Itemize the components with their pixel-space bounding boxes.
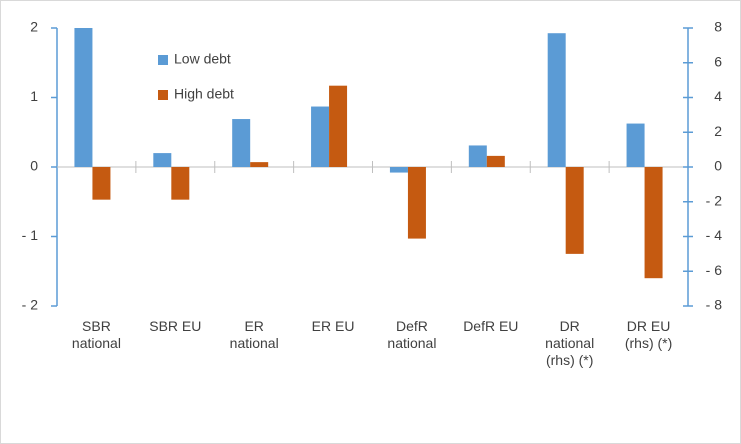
bar <box>232 119 251 167</box>
bar <box>329 85 348 167</box>
bar <box>626 123 645 167</box>
bar <box>92 167 111 200</box>
legend-swatch <box>158 55 168 65</box>
bar <box>644 167 663 279</box>
bar <box>565 167 584 254</box>
y2-tick-label: 6 <box>714 53 722 69</box>
y2-tick-label: 0 <box>714 158 722 174</box>
y-tick-label: - 2 <box>22 297 39 313</box>
x-tick-label: ER national <box>229 318 279 351</box>
y-tick-label: 2 <box>30 19 38 35</box>
y2-tick-label: - 8 <box>706 297 723 313</box>
bar <box>153 153 172 167</box>
bar <box>486 155 505 167</box>
y-tick-label: - 1 <box>22 227 39 243</box>
x-tick-label: DR EU (rhs) (*) <box>624 318 673 351</box>
y2-tick-label: - 4 <box>706 227 723 243</box>
legend-label: Low debt <box>174 51 231 67</box>
bar <box>311 106 330 167</box>
x-tick-label: DefR national <box>387 318 437 351</box>
bar <box>468 145 487 167</box>
x-tick-label: SBR national <box>71 318 121 351</box>
y-tick-label: 1 <box>30 88 38 104</box>
legend-label: High debt <box>174 86 234 102</box>
x-tick-label: DR national (rhs) (*) <box>545 318 595 368</box>
y2-tick-label: - 2 <box>706 192 723 208</box>
bar <box>171 167 190 200</box>
y2-tick-label: 4 <box>714 88 722 104</box>
bar <box>547 33 566 168</box>
x-tick-label: ER EU <box>311 318 355 334</box>
y2-tick-label: - 6 <box>706 262 723 278</box>
bar <box>389 167 408 173</box>
y2-tick-label: 8 <box>714 19 722 35</box>
legend-swatch <box>158 90 168 100</box>
y2-tick-label: 2 <box>714 123 722 139</box>
bar <box>250 162 269 167</box>
x-tick-label: DefR EU <box>463 318 519 334</box>
bar <box>407 167 426 239</box>
x-tick-label: SBR EU <box>149 318 202 334</box>
bar <box>74 28 93 167</box>
y-tick-label: 0 <box>30 158 38 174</box>
